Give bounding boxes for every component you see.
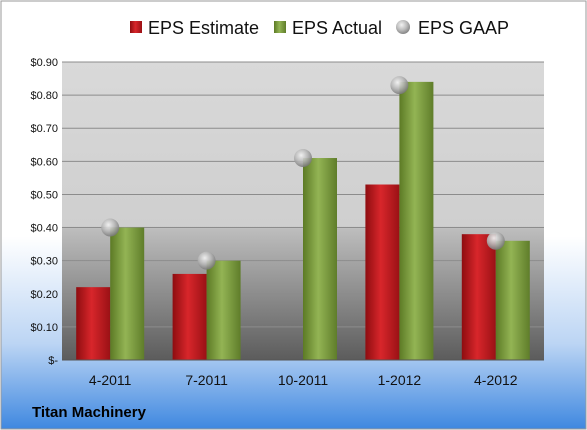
marker-eps-gaap — [390, 76, 409, 95]
marker-eps-gaap — [197, 251, 216, 270]
chart-legend: EPS Estimate EPS Actual EPS GAAP — [130, 18, 509, 38]
legend-swatch-eps-gaap — [396, 20, 410, 34]
x-axis-categories: 4-2011 7-2011 10-2011 1-2012 4-2012 — [89, 372, 518, 388]
marker-eps-gaap — [294, 149, 312, 168]
marker-eps-gaap — [101, 218, 120, 237]
y-tick-label: $0.10 — [30, 322, 58, 334]
bar-eps-actual — [399, 81, 434, 360]
x-category-label: 10-2011 — [278, 372, 329, 388]
y-tick-label: $0.50 — [30, 189, 58, 201]
legend-label-eps-gaap: EPS GAAP — [418, 18, 509, 38]
y-tick-label: $0.30 — [30, 256, 58, 268]
legend-swatch-eps-actual — [274, 21, 286, 33]
x-category-label: 7-2011 — [185, 372, 228, 388]
bar-eps-actual — [110, 227, 145, 360]
y-tick-label: $- — [48, 355, 58, 367]
x-category-label: 1-2012 — [378, 372, 422, 388]
y-tick-label: $0.90 — [30, 57, 58, 69]
legend-label-eps-actual: EPS Actual — [292, 18, 382, 38]
y-tick-label: $0.40 — [30, 223, 58, 235]
company-name: Titan Machinery — [32, 404, 147, 421]
bars — [76, 81, 530, 360]
x-category-label: 4-2011 — [89, 372, 132, 388]
y-tick-label: $0.80 — [30, 90, 58, 102]
gaap-markers — [101, 76, 505, 270]
y-tick-label: $0.20 — [30, 289, 58, 301]
bar-eps-actual — [303, 158, 337, 360]
y-tick-label: $0.70 — [30, 123, 58, 135]
y-tick-label: $0.60 — [30, 156, 58, 168]
legend-swatch-eps-estimate — [130, 21, 142, 33]
bar-eps-estimate — [365, 184, 400, 360]
legend-label-eps-estimate: EPS Estimate — [148, 18, 259, 38]
marker-eps-gaap — [486, 231, 505, 250]
bar-eps-actual — [495, 240, 530, 360]
bar-eps-estimate — [172, 273, 207, 360]
bar-eps-estimate — [76, 287, 111, 360]
y-axis-ticks: $0.90 $0.80 $0.70 $0.60 $0.50 $0.40 $0.30 $0.20… — [30, 57, 58, 367]
bar-eps-actual — [206, 260, 241, 360]
bar-eps-estimate — [461, 234, 496, 360]
x-category-label: 4-2012 — [474, 372, 518, 388]
